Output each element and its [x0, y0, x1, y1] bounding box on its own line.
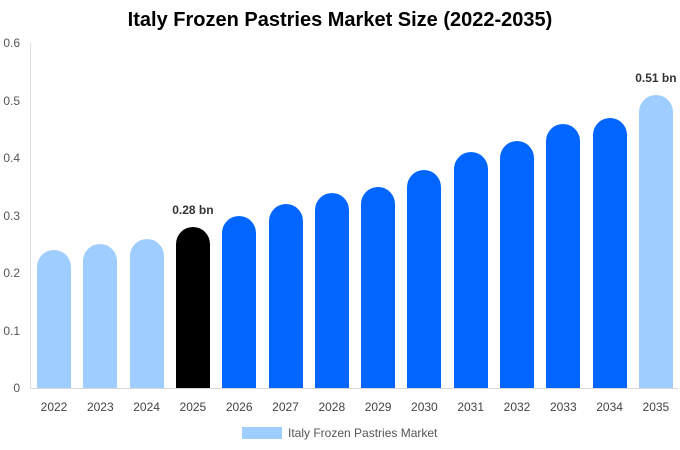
x-tick-label: 2023 — [86, 400, 114, 414]
x-tick-label: 2035 — [642, 400, 670, 414]
y-tick-label: 0.6 — [3, 36, 20, 50]
y-tick-label: 0.5 — [3, 93, 20, 108]
legend[interactable]: Italy Frozen Pastries Market — [242, 426, 437, 440]
x-tick-label: 2027 — [272, 400, 299, 414]
x-axis-line — [30, 388, 678, 389]
bar-2034[interactable] — [592, 117, 627, 388]
bar-2023[interactable] — [83, 244, 118, 388]
chart-title: Italy Frozen Pastries Market Size (2022-… — [127, 9, 553, 31]
x-tick-label: 2022 — [40, 400, 68, 414]
bar-2026[interactable] — [222, 215, 257, 388]
y-axis-line — [30, 43, 31, 389]
y-tick-label: 0.2 — [3, 266, 20, 280]
bar-2031[interactable] — [453, 152, 488, 388]
bar-2027[interactable] — [268, 204, 303, 388]
bar-2030[interactable] — [407, 169, 442, 388]
x-tick-label: 2024 — [133, 400, 160, 414]
bar-2028[interactable] — [314, 192, 349, 388]
plot-area — [30, 43, 678, 388]
x-tick-label: 2031 — [457, 400, 485, 414]
bar-2033[interactable] — [546, 123, 581, 388]
bar-2029[interactable] — [361, 186, 396, 388]
data-label-2035: 0.51 bn — [635, 70, 677, 85]
y-tick-label: 0.1 — [3, 323, 20, 338]
data-label-2025: 0.28 bn — [172, 203, 214, 217]
bar-2025[interactable] — [175, 227, 210, 388]
bar-2022[interactable] — [37, 250, 71, 388]
x-tick-label: 2026 — [225, 400, 253, 414]
y-tick-label: 0.4 — [3, 151, 20, 165]
x-tick-label: 2030 — [411, 400, 438, 414]
y-tick-label: 0.3 — [3, 208, 20, 223]
x-tick-label: 2029 — [364, 400, 392, 414]
legend-label: Italy Frozen Pastries Market — [288, 426, 438, 440]
legend-swatch — [242, 427, 282, 439]
x-tick-label: 2025 — [179, 400, 207, 414]
y-tick-label: 0 — [13, 381, 20, 395]
bar-2032[interactable] — [500, 140, 534, 388]
bar-2035[interactable] — [638, 94, 673, 388]
x-tick-label: 2034 — [596, 400, 623, 414]
x-tick-label: 2033 — [549, 400, 577, 414]
x-tick-label: 2028 — [318, 400, 346, 414]
x-tick-label: 2032 — [503, 400, 531, 414]
bar-2024[interactable] — [129, 238, 164, 388]
